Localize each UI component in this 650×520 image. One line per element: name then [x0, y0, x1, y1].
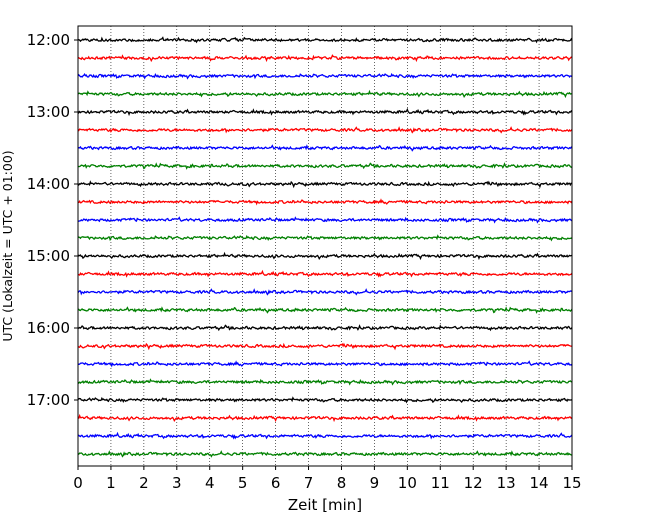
x-tick-label-13: 13: [497, 474, 516, 492]
x-tick-label-11: 11: [431, 474, 450, 492]
trace-1200: [77, 36, 573, 44]
trace-1500: [77, 251, 573, 261]
x-tick-label-6: 6: [271, 474, 281, 492]
vertical-gridlines: [110, 26, 540, 466]
y-tick-label-1600: 16:00: [27, 319, 70, 337]
x-tick-label-15: 15: [562, 474, 581, 492]
x-tick-label-7: 7: [304, 474, 314, 492]
trace-1630: [77, 360, 573, 368]
plot-frame: [77, 25, 573, 467]
trace-1430: [77, 216, 573, 224]
x-tick-label-1: 1: [106, 474, 116, 492]
trace-1730: [77, 431, 573, 440]
trace-1700: [77, 396, 573, 404]
trace-1530: [77, 288, 573, 296]
x-tick-label-3: 3: [172, 474, 182, 492]
trace-1330: [77, 144, 573, 152]
trace-1300: [77, 107, 573, 117]
x-tick-label-8: 8: [337, 474, 347, 492]
y-tick-label-1300: 13:00: [27, 103, 70, 121]
trace-1445: [77, 234, 573, 242]
trace-1745: [77, 450, 573, 458]
trace-1215: [77, 54, 573, 63]
x-tick-label-9: 9: [370, 474, 380, 492]
trace-1400: [77, 180, 573, 189]
y-tick-label-1200: 12:00: [27, 31, 70, 49]
y-axis-ticks: 12:00 13:00 14:00 15:00 16:00 17:00: [27, 31, 78, 409]
y-tick-label-1700: 17:00: [27, 391, 70, 409]
x-tick-label-0: 0: [73, 474, 83, 492]
trace-1515: [77, 269, 573, 278]
trace-1545: [77, 306, 573, 314]
trace-1600: [77, 324, 573, 332]
x-tick-label-10: 10: [398, 474, 417, 492]
x-axis-ticks: 0 1 2 3 4 5 6 7 8 9 10 11 12 13 14 15: [73, 466, 582, 492]
x-tick-label-5: 5: [238, 474, 248, 492]
seismic-traces: [77, 36, 573, 458]
trace-1345: [77, 162, 573, 170]
trace-1230: [77, 72, 573, 80]
x-tick-label-14: 14: [530, 474, 549, 492]
y-axis-label: UTC (Lokalzeit = UTC + 01:00): [0, 150, 15, 341]
y-tick-label-1500: 15:00: [27, 247, 70, 265]
y-tick-label-1400: 14:00: [27, 175, 70, 193]
trace-1615: [77, 342, 573, 351]
x-tick-label-12: 12: [464, 474, 483, 492]
trace-1415: [77, 198, 573, 206]
trace-1315: [77, 126, 573, 134]
x-tick-label-2: 2: [139, 474, 149, 492]
trace-1245: [77, 89, 573, 99]
x-axis-label: Zeit [min]: [288, 496, 362, 514]
trace-1715: [77, 413, 573, 423]
x-tick-label-4: 4: [205, 474, 215, 492]
trace-1645: [77, 378, 573, 386]
